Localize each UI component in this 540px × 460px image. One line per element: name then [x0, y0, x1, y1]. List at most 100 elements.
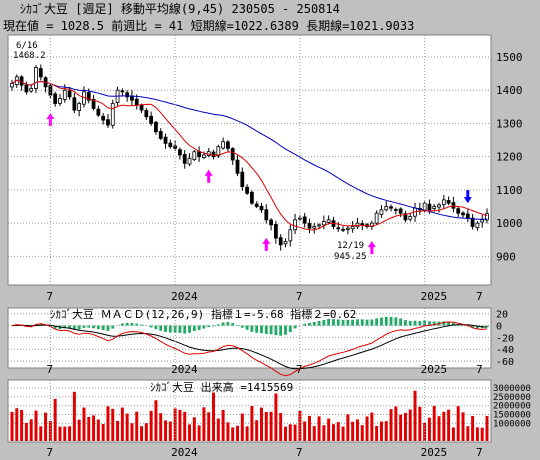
volume-bar [466, 426, 470, 441]
candle-body [245, 186, 249, 194]
volume-bar [307, 415, 311, 441]
candle-body [67, 90, 72, 98]
candle-body [264, 209, 269, 221]
volume-bar [164, 420, 168, 441]
volume-x-tick-label: 7 [296, 446, 303, 459]
volume-bar [360, 425, 364, 441]
candle-body [278, 237, 283, 246]
price-info-line: 現在値 = 1028.5 前週比 = 41 短期線=1022.6389 長期線=… [3, 18, 414, 33]
volume-bar [274, 393, 278, 441]
candle-body [221, 141, 225, 149]
volume-bar [471, 416, 475, 441]
volume-bar [317, 416, 321, 441]
volume-bar [322, 425, 326, 441]
volume-bar [370, 412, 374, 441]
low-annotation-date: 12/19 [337, 241, 364, 251]
candle-body [384, 206, 389, 211]
candle-body [62, 89, 67, 100]
volume-bar [20, 409, 24, 441]
candle-body [58, 98, 62, 104]
volume-bar [92, 415, 96, 441]
candle-body [475, 222, 480, 228]
volume-tick-label: 2000000 [493, 402, 531, 412]
volume-bar [365, 416, 369, 441]
volume-bar [480, 427, 484, 441]
chart-title: ｼｶｺﾞ大豆 [週足] 移動平均線(9,45) 230505 - 250814 [20, 1, 340, 16]
candle-body [456, 208, 461, 214]
volume-bar [346, 414, 350, 441]
volume-bar [408, 409, 412, 441]
candle-body [360, 223, 365, 226]
volume-bar [188, 424, 192, 441]
candle-body [254, 203, 259, 207]
candle-body [283, 241, 288, 245]
candle-body [288, 229, 293, 242]
volume-bar [288, 424, 292, 441]
candle-body [326, 219, 331, 223]
candle-body [446, 200, 451, 204]
candle-body [341, 228, 345, 231]
volume-bar [427, 417, 431, 441]
candle-body [24, 84, 29, 93]
price-tick-label: 1200 [496, 151, 523, 164]
volume-bar [250, 405, 254, 441]
volume-bar [111, 408, 115, 441]
low-annotation-value: 945.25 [334, 252, 367, 262]
candle-body [230, 148, 235, 161]
volume-bar [303, 421, 307, 441]
volume-tick-label: 1000000 [493, 419, 531, 429]
volume-bar [29, 419, 33, 441]
volume-bar [168, 421, 172, 441]
volume-bar [39, 426, 43, 441]
price-tick-label: 900 [496, 250, 516, 263]
long-ma-line [11, 79, 488, 220]
candle-body [149, 115, 154, 124]
volume-bar [159, 413, 163, 441]
volume-bar [216, 418, 220, 441]
volume-bar [202, 407, 206, 441]
candle-body [48, 85, 53, 96]
candle-body [350, 226, 355, 230]
volume-bar [245, 426, 249, 441]
volume-bar [72, 391, 76, 441]
volume-bar [140, 426, 144, 441]
candle-body [34, 67, 38, 89]
volume-bar [183, 411, 187, 441]
candle-body [485, 213, 489, 221]
candle-body [451, 202, 456, 209]
candle-body [96, 108, 101, 116]
volume-bar [24, 422, 28, 441]
candle-body [250, 191, 254, 204]
volume-bar [192, 417, 196, 441]
volume-bar [485, 416, 489, 441]
candle-body [437, 204, 441, 208]
candle-body [432, 206, 437, 210]
candle-body [86, 92, 91, 101]
volume-bar [451, 427, 455, 441]
volume-bar [207, 412, 211, 441]
volume-bar [432, 405, 436, 441]
candle-body [187, 157, 192, 165]
volume-bar [58, 426, 62, 441]
candle-body [72, 97, 77, 111]
volume-bar [231, 427, 235, 441]
volume-bar [68, 426, 72, 441]
candle-body [211, 151, 216, 158]
buy-signal-arrow [367, 241, 376, 255]
candle-body [393, 209, 398, 211]
price-x-tick-label: 7 [476, 290, 483, 303]
volume-bar [197, 425, 201, 441]
volume-bar [236, 425, 239, 441]
volume-bar [279, 413, 283, 441]
candle-body [163, 136, 168, 144]
volume-bar [260, 407, 263, 441]
volume-bar [178, 409, 182, 441]
macd-x-tick-label: 7 [296, 363, 303, 376]
volume-bar [384, 421, 388, 441]
price-x-tick-label: 2024 [171, 290, 198, 303]
candle-body [389, 206, 393, 209]
volume-bar [394, 406, 398, 441]
volume-bar [399, 414, 403, 441]
candle-body [168, 142, 173, 148]
candle-body [226, 141, 230, 149]
